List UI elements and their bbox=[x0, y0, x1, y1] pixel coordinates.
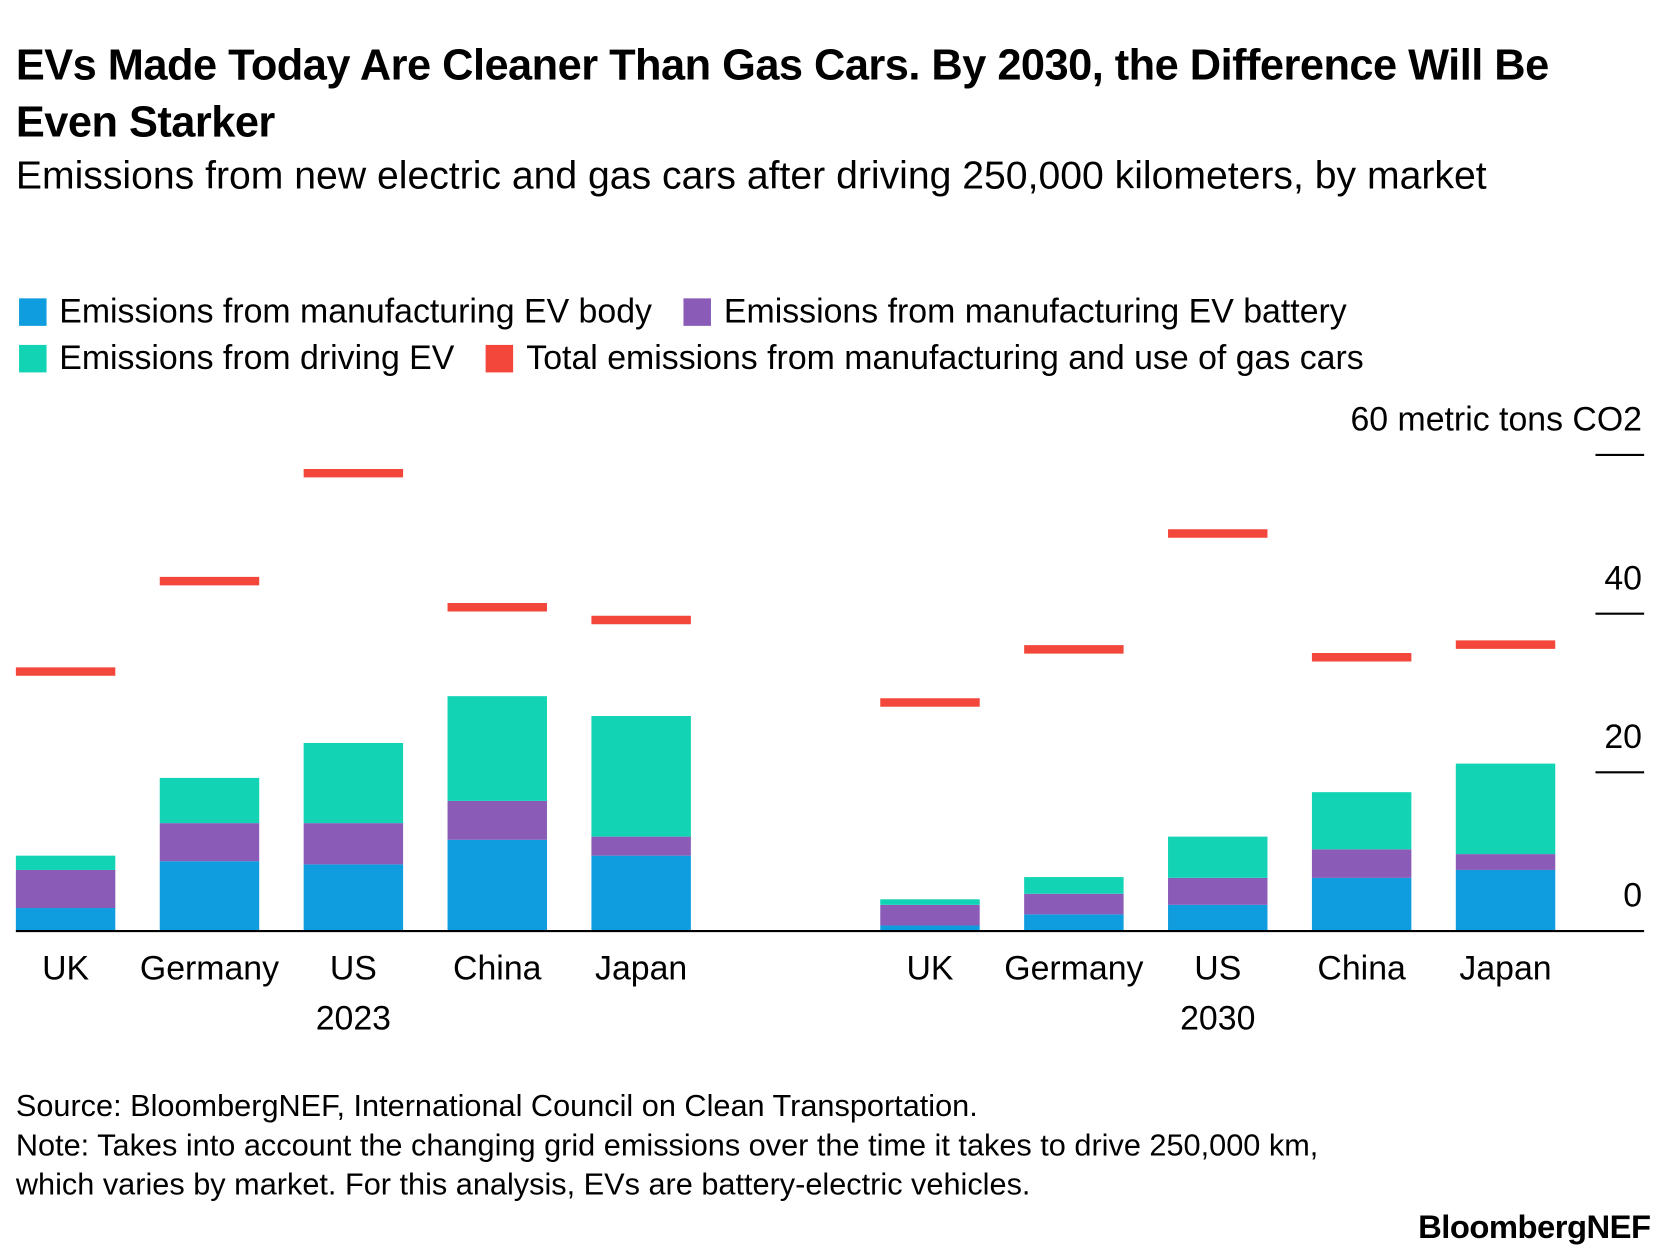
legend-swatch bbox=[486, 344, 514, 373]
legend: Emissions from manufacturing EV body Emis… bbox=[19, 288, 1638, 381]
bar-segment bbox=[1024, 877, 1124, 894]
group-label: 2023 bbox=[316, 999, 391, 1037]
bar-segment bbox=[1024, 893, 1124, 915]
y-tick-label: 60 metric tons CO2 bbox=[1350, 401, 1642, 439]
legend-item: Emissions from driving EV bbox=[19, 334, 454, 381]
bar-segment bbox=[303, 742, 404, 824]
bar-segment bbox=[1455, 763, 1556, 855]
legend-label: Emissions from manufacturing EV battery bbox=[723, 292, 1347, 331]
bar-segment bbox=[1455, 869, 1556, 932]
legend-item: Total emissions from manufacturing and u… bbox=[486, 334, 1364, 381]
bar-segment bbox=[591, 836, 691, 856]
x-tick-label: Japan bbox=[595, 950, 687, 988]
bar-segment bbox=[880, 904, 980, 926]
bar-segment bbox=[1311, 877, 1412, 932]
legend-swatch bbox=[19, 298, 47, 326]
legend-label: Emissions from manufacturing EV body bbox=[59, 292, 652, 331]
bar-segment bbox=[447, 800, 547, 840]
bar-segment bbox=[1168, 904, 1268, 932]
x-tick-label: China bbox=[453, 950, 542, 988]
bar-segment bbox=[880, 925, 980, 932]
bar-segment bbox=[591, 716, 691, 837]
legend-item: Emissions from manufacturing EV battery bbox=[683, 288, 1347, 335]
bar-segment bbox=[159, 861, 260, 932]
source: Source: BloombergNEF, International Coun… bbox=[15, 1089, 978, 1124]
chart-subtitle: Emissions from new electric and gas cars… bbox=[15, 153, 1487, 197]
bar-segment bbox=[1455, 854, 1556, 870]
x-tick-label: China bbox=[1317, 950, 1406, 988]
bar-segment bbox=[303, 823, 404, 865]
bar-segment bbox=[15, 869, 116, 909]
bar-segment bbox=[303, 864, 404, 932]
bar-segment bbox=[159, 823, 260, 862]
logo: BloombergNEF bbox=[1418, 1208, 1651, 1246]
x-tick-label: Germany bbox=[140, 950, 279, 988]
bar-segment bbox=[591, 855, 691, 932]
y-tick-label: 20 bbox=[1604, 718, 1642, 756]
note: Note: Takes into account the changing gr… bbox=[15, 1128, 1319, 1202]
legend-label: Emissions from driving EV bbox=[59, 338, 455, 377]
legend-label: Total emissions from manufacturing and u… bbox=[526, 338, 1364, 377]
chart-title: EVs Made Today Are Cleaner Than Gas Cars… bbox=[15, 40, 1549, 147]
notes: Source: BloombergNEF, International Coun… bbox=[16, 1088, 1360, 1205]
legend-item: Emissions from manufacturing EV body bbox=[19, 288, 652, 335]
bar-segment bbox=[447, 839, 547, 932]
x-tick-label: Japan bbox=[1459, 950, 1551, 988]
x-tick-label: UK bbox=[906, 950, 953, 988]
bar-segment bbox=[1168, 836, 1268, 878]
x-tick-label: UK bbox=[42, 950, 89, 988]
bar-segment bbox=[1311, 849, 1412, 878]
x-tick-label: US bbox=[1194, 950, 1241, 988]
bar-segment bbox=[15, 908, 116, 932]
legend-swatch bbox=[19, 344, 47, 373]
x-tick-label: US bbox=[330, 950, 377, 988]
y-tick-label: 40 bbox=[1604, 559, 1642, 597]
bar-segment bbox=[1024, 914, 1124, 932]
bar-segment bbox=[15, 855, 116, 870]
bar-segment bbox=[447, 696, 547, 801]
bar-segment bbox=[880, 899, 980, 905]
x-tick-label: Germany bbox=[1004, 950, 1143, 988]
y-tick-label: 0 bbox=[1623, 877, 1642, 915]
group-label: 2030 bbox=[1180, 999, 1255, 1037]
legend-swatch bbox=[683, 298, 712, 326]
bar-segment bbox=[1311, 792, 1412, 850]
bar-segment bbox=[159, 777, 260, 824]
bar-segment bbox=[1168, 877, 1268, 905]
